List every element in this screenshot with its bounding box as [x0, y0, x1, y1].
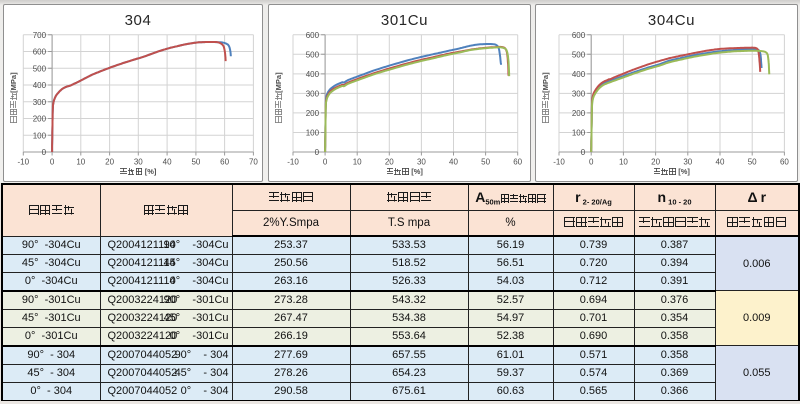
- svg-text:0: 0: [50, 158, 55, 167]
- svg-text:0: 0: [581, 148, 586, 157]
- svg-text:400: 400: [306, 70, 320, 79]
- svg-text:200: 200: [306, 109, 320, 118]
- svg-text:40: 40: [449, 158, 458, 167]
- svg-text:300: 300: [572, 89, 586, 98]
- svg-text:500: 500: [306, 50, 320, 59]
- svg-text:500: 500: [33, 64, 47, 73]
- svg-text:60: 60: [780, 158, 789, 167]
- svg-text:30: 30: [417, 158, 426, 167]
- svg-text:-10: -10: [18, 158, 30, 167]
- svg-text:50: 50: [191, 158, 200, 167]
- svg-text:100: 100: [306, 129, 320, 138]
- svg-text:600: 600: [33, 48, 47, 57]
- svg-text:600: 600: [306, 31, 320, 40]
- svg-text:60: 60: [220, 158, 229, 167]
- svg-text:0: 0: [315, 148, 320, 157]
- svg-text:200: 200: [572, 109, 586, 118]
- svg-text:70: 70: [249, 158, 258, 167]
- svg-text:700: 700: [33, 31, 47, 40]
- svg-text:10: 10: [619, 158, 628, 167]
- svg-text:300: 300: [33, 98, 47, 107]
- svg-text:10: 10: [353, 158, 362, 167]
- svg-text:20: 20: [385, 158, 394, 167]
- svg-text:100: 100: [572, 129, 586, 138]
- svg-text:50: 50: [481, 158, 490, 167]
- svg-text:400: 400: [572, 70, 586, 79]
- svg-text:500: 500: [572, 50, 586, 59]
- svg-text:20: 20: [105, 158, 114, 167]
- svg-text:300: 300: [306, 89, 320, 98]
- svg-text:50: 50: [748, 158, 757, 167]
- svg-text:60: 60: [513, 158, 522, 167]
- svg-text:40: 40: [716, 158, 725, 167]
- svg-text:0: 0: [589, 158, 594, 167]
- svg-text:-10: -10: [287, 158, 299, 167]
- svg-text:0: 0: [323, 158, 328, 167]
- svg-text:30: 30: [134, 158, 143, 167]
- svg-text:100: 100: [33, 131, 47, 140]
- svg-text:20: 20: [651, 158, 660, 167]
- svg-text:10: 10: [76, 158, 85, 167]
- svg-text:30: 30: [683, 158, 692, 167]
- svg-text:600: 600: [572, 31, 586, 40]
- svg-text:0: 0: [42, 148, 47, 157]
- svg-text:-10: -10: [553, 158, 565, 167]
- svg-text:200: 200: [33, 115, 47, 124]
- svg-text:40: 40: [163, 158, 172, 167]
- svg-text:400: 400: [33, 81, 47, 90]
